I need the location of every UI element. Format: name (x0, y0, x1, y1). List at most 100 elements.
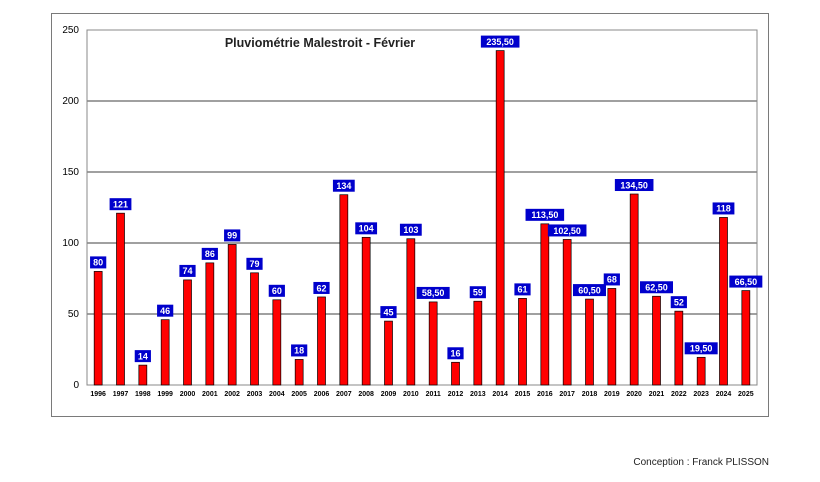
bar (294, 359, 304, 386)
bar (518, 298, 527, 386)
x-tick-label: 1996 (90, 391, 106, 398)
bar (116, 212, 125, 386)
data-label: 18 (294, 346, 304, 356)
data-label: 80 (93, 258, 103, 268)
data-label-box (179, 264, 196, 277)
x-tick-label: 2011 (426, 391, 441, 398)
x-tick-label: 2015 (515, 391, 531, 398)
x-tick-label: 2024 (716, 391, 732, 398)
credit-text: Conception : Franck PLISSON (633, 457, 769, 468)
data-label: 59 (473, 288, 483, 298)
x-tick-label: 2021 (649, 391, 665, 398)
data-label: 74 (182, 266, 192, 276)
bar (562, 239, 572, 386)
data-label: 62,50 (645, 283, 668, 293)
plot-area (86, 29, 758, 386)
y-tick-label: 100 (62, 238, 79, 249)
data-label-box (447, 347, 464, 360)
data-label: 61 (517, 285, 527, 295)
data-label: 58,50 (422, 288, 445, 298)
x-tick-label: 2009 (381, 391, 397, 398)
bar (719, 217, 728, 386)
bar (674, 310, 684, 386)
data-label-box (614, 179, 654, 192)
x-tick-label: 2018 (582, 391, 598, 398)
data-label: 62 (316, 283, 326, 293)
bar (227, 244, 237, 386)
x-tick-label: 1998 (135, 391, 151, 398)
data-label-box (313, 281, 330, 294)
data-label-box (201, 247, 218, 260)
data-label-box (90, 256, 107, 269)
data-label-box (109, 198, 132, 211)
x-tick-label: 2020 (626, 391, 642, 398)
y-tick-label: 150 (62, 167, 79, 178)
x-tick-label: 2013 (470, 391, 486, 398)
chart-title: Pluviométrie Malestroit - Février (225, 36, 415, 50)
data-label-box (246, 257, 263, 270)
x-tick-label: 2007 (336, 391, 352, 398)
data-label: 99 (227, 231, 237, 241)
data-label: 66,50 (735, 277, 758, 287)
data-label: 19,50 (690, 344, 713, 354)
data-label: 134,50 (620, 180, 648, 190)
data-label-box (399, 223, 422, 236)
data-label-box (670, 296, 687, 309)
data-label-box (134, 350, 151, 363)
bar (473, 300, 483, 386)
bar (540, 223, 550, 386)
data-label-box (573, 284, 606, 297)
x-tick-label: 2000 (180, 391, 196, 398)
bar (406, 238, 416, 386)
data-label-box (380, 306, 397, 319)
data-label-box (480, 35, 520, 48)
bar (183, 279, 192, 386)
data-label: 118 (716, 204, 731, 214)
data-label: 60 (272, 286, 282, 296)
data-label: 134 (336, 181, 351, 191)
data-label-box (416, 286, 450, 299)
bar (495, 50, 505, 386)
x-tick-label: 2019 (604, 391, 620, 398)
x-tick-label: 2001 (202, 391, 218, 398)
data-label: 14 (138, 351, 148, 361)
x-tick-label: 2016 (537, 391, 553, 398)
data-label: 16 (450, 349, 460, 359)
x-tick-label: 2025 (738, 391, 754, 398)
data-label-box (603, 273, 620, 286)
bar (451, 361, 460, 386)
bar (93, 271, 103, 386)
bar (607, 288, 617, 386)
data-label-box (224, 229, 241, 242)
bar (384, 320, 393, 386)
y-tick-label: 200 (62, 96, 79, 107)
bar (741, 290, 751, 386)
x-tick-label: 2012 (448, 391, 464, 398)
data-label-box (332, 179, 355, 192)
bar (696, 356, 706, 386)
data-label: 121 (113, 199, 128, 209)
chart-svg: 0 50 100 150 200 250 Pluviométrie Malestroit -… (62, 25, 763, 398)
x-tick-label: 2005 (291, 391, 307, 398)
x-tick-label: 2010 (403, 391, 419, 398)
x-tick-label: 2022 (671, 391, 687, 398)
data-label-box (268, 284, 285, 297)
x-tick-label: 2023 (693, 391, 709, 398)
data-label: 46 (160, 306, 170, 316)
data-label-box (514, 283, 531, 296)
x-tick-label: 1999 (157, 391, 173, 398)
bar (205, 262, 215, 386)
bar (585, 298, 594, 386)
data-label: 79 (249, 259, 259, 269)
data-label: 104 (359, 224, 374, 234)
y-tick-label: 50 (68, 309, 80, 320)
x-tick-label: 2017 (559, 391, 575, 398)
data-label: 45 (383, 307, 393, 317)
data-label: 102,50 (553, 226, 581, 236)
data-label-box (729, 275, 763, 288)
bar (361, 236, 371, 386)
x-tick-label: 2006 (314, 391, 330, 398)
bar (250, 272, 259, 386)
data-label-box (640, 281, 673, 294)
data-label-box (291, 344, 308, 357)
